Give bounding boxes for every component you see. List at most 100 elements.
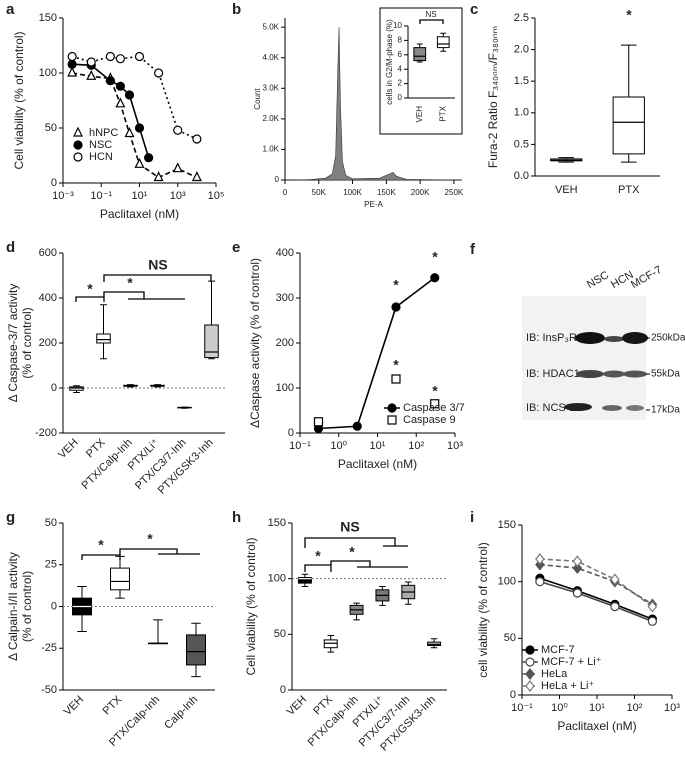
y-tick-label: 150	[39, 12, 57, 24]
box	[612, 96, 645, 155]
y-tick-label: 5.0K	[263, 22, 280, 31]
marker	[154, 68, 164, 78]
band	[602, 405, 622, 411]
legend-label: NSC	[89, 139, 112, 151]
y-tick-label: 100	[39, 67, 57, 79]
marker	[572, 555, 583, 568]
annotation: *	[87, 281, 93, 297]
y-tick-label: 300	[276, 292, 294, 304]
y-tick-label: 1.5	[514, 75, 529, 87]
y-tick-label: 25	[45, 559, 57, 571]
y-tick-label: 10	[393, 21, 402, 30]
annotation: *	[98, 537, 104, 553]
blot-row-label: IB: HDAC1	[526, 368, 580, 380]
y-axis-title: Count	[253, 88, 262, 110]
panel-label: d	[6, 239, 15, 256]
y-axis-title: (% of control)	[20, 307, 34, 378]
panel-label: g	[6, 509, 15, 526]
x-tick-label: PTX	[438, 105, 447, 121]
y-axis-title: Δ Calpain-I/II activity	[6, 552, 20, 661]
y-tick-label: 2.0K	[263, 114, 280, 123]
y-tick-label: 150	[268, 517, 286, 529]
histogram-area	[285, 27, 463, 181]
marker	[144, 153, 154, 163]
y-tick-label: 50	[45, 517, 57, 529]
y-tick-label: 200	[276, 337, 294, 349]
marker	[105, 51, 115, 62]
y-tick-label: 0.5	[514, 138, 529, 150]
band	[604, 336, 624, 342]
x-tick-label: VEH	[415, 106, 424, 123]
x-tick-label: 200K	[411, 188, 430, 197]
x-tick-label: 10¹	[132, 190, 148, 202]
box	[110, 567, 130, 591]
x-tick-label: 10³	[447, 440, 463, 452]
marker	[391, 374, 401, 384]
blot-row-label: IB: NCS-1	[526, 402, 576, 414]
x-tick-label: 10³	[664, 702, 680, 714]
significance-bracket	[119, 548, 200, 555]
x-tick-label: 150K	[377, 188, 396, 197]
box	[436, 36, 450, 49]
marker	[67, 51, 77, 62]
y-tick-label: 50	[45, 122, 57, 134]
x-tick-label: 10⁰	[330, 440, 347, 452]
legend-marker	[525, 680, 535, 692]
y-tick-label: 100	[498, 576, 516, 588]
marker	[192, 134, 202, 144]
blot-image	[522, 296, 646, 420]
marker	[313, 417, 324, 427]
series-line	[318, 277, 436, 430]
x-axis-title: PE-A	[364, 200, 383, 209]
size-label: 17kDa	[651, 405, 680, 416]
y-tick-label: 0	[51, 177, 57, 189]
x-tick-label: 10¹	[370, 440, 386, 452]
marker	[86, 69, 97, 80]
marker	[647, 600, 658, 613]
size-label: 250kDa	[651, 333, 685, 344]
x-tick-label: 0	[283, 188, 288, 197]
marker	[124, 127, 135, 138]
box	[204, 324, 219, 359]
y-axis-title: Cell viability (% of control)	[244, 537, 258, 675]
marker	[124, 90, 135, 100]
series-line	[539, 558, 653, 608]
annotation: *	[315, 548, 321, 564]
legend-marker	[525, 668, 535, 680]
band	[576, 370, 604, 378]
y-tick-label: 200	[39, 337, 57, 349]
y-tick-label: 0	[398, 93, 403, 102]
marker	[572, 588, 582, 598]
marker	[352, 421, 362, 431]
y-tick-label: 0	[510, 689, 516, 701]
x-tick-label: 10⁻³	[52, 190, 74, 202]
marker	[572, 562, 583, 575]
marker	[67, 59, 77, 69]
significance-bracket	[75, 296, 105, 302]
band	[622, 332, 648, 344]
annotation: NS	[148, 257, 167, 273]
significance-bracket	[419, 19, 444, 24]
band	[575, 332, 605, 344]
annotation: *	[432, 383, 438, 399]
y-tick-label: 400	[39, 292, 57, 304]
x-tick-label: 10²	[408, 440, 424, 452]
legend-label: Caspase 3/7	[403, 402, 465, 414]
x-tick-label: 10¹	[589, 702, 605, 714]
annotation: *	[393, 357, 399, 373]
y-axis-title: ΔCaspase activity (% of control)	[248, 258, 262, 428]
x-tick-label: 10³	[170, 190, 186, 202]
annotation: *	[432, 249, 438, 265]
legend-marker	[387, 415, 397, 425]
y-tick-label: 100	[268, 573, 286, 585]
y-tick-label: 600	[39, 247, 57, 259]
panel-label: a	[6, 1, 15, 18]
marker	[535, 577, 545, 587]
y-tick-label: 2	[398, 79, 403, 88]
x-axis-title: Paclitaxel (nM)	[338, 457, 417, 471]
y-tick-label: 1.0	[514, 107, 529, 119]
box	[186, 634, 206, 666]
x-axis-title: Paclitaxel (nM)	[557, 719, 636, 733]
legend-marker	[73, 152, 83, 162]
